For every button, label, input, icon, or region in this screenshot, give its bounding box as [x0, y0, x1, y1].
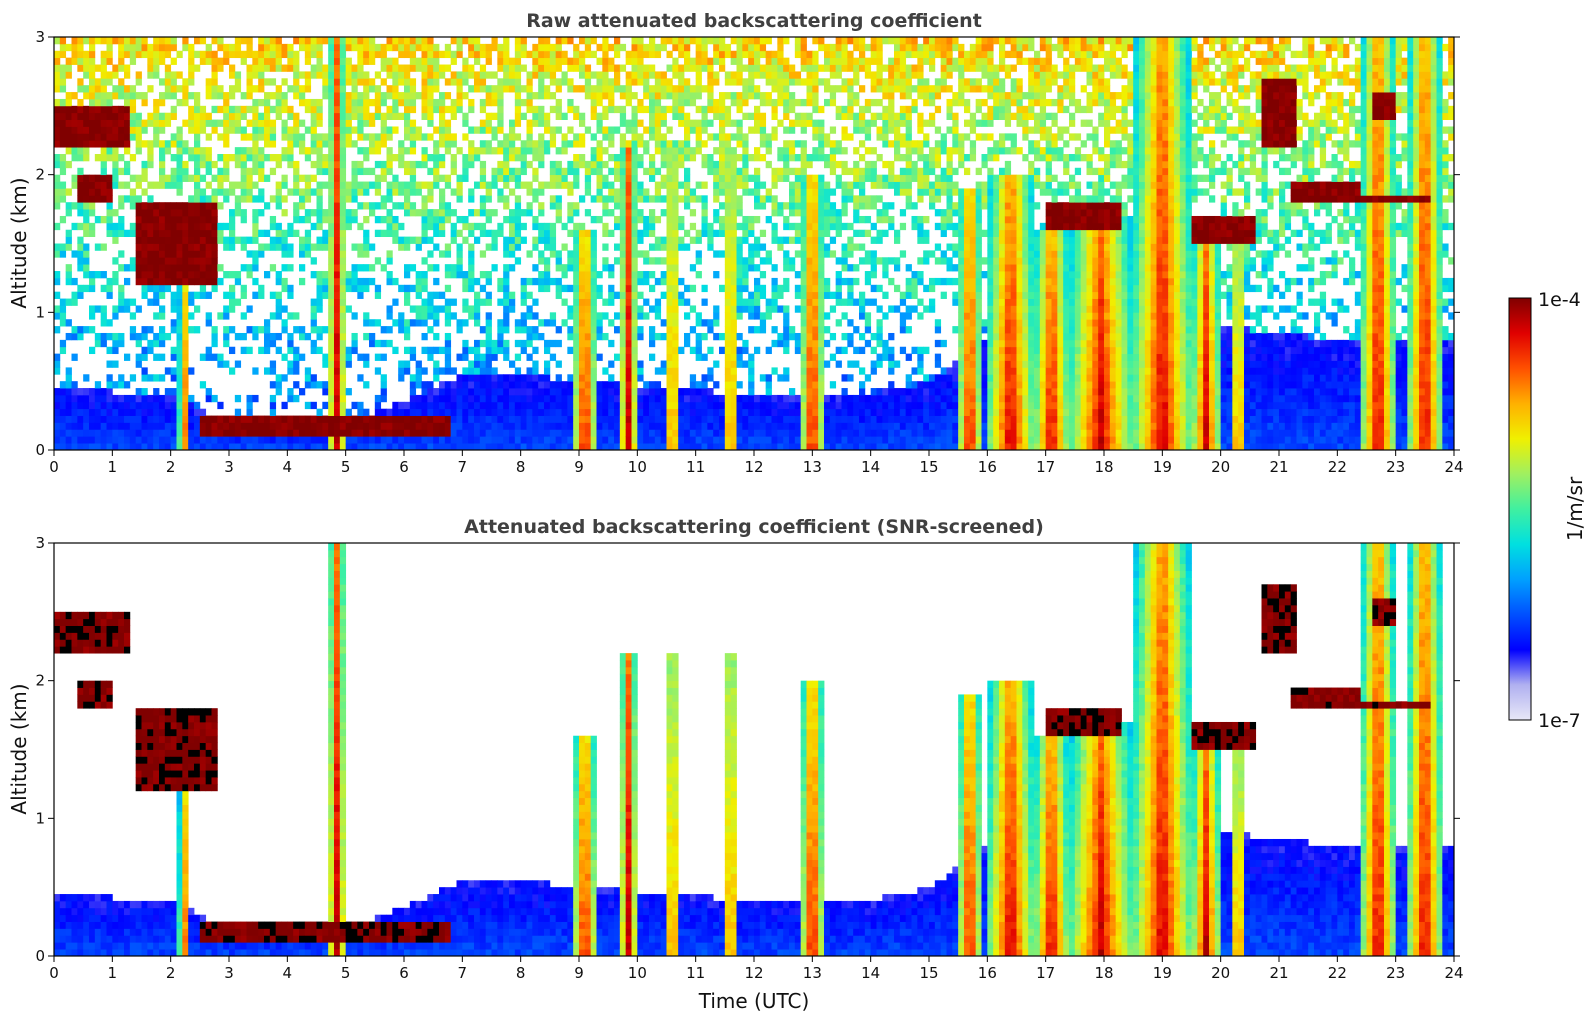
panel-raw: Raw attenuated backscattering coefficien… [7, 10, 1464, 476]
x-tick-label: 0 [49, 458, 59, 476]
x-tick-label: 3 [224, 458, 234, 476]
x-tick-label: 15 [919, 458, 938, 476]
x-tick-label: 24 [1444, 458, 1463, 476]
x-tick-label: 24 [1444, 964, 1463, 982]
x-tick-label: 4 [283, 458, 293, 476]
x-tick-label: 2 [166, 964, 176, 982]
x-tick-label: 16 [978, 964, 997, 982]
y-tick-label: 3 [35, 534, 45, 552]
y-axis-label-raw: Altitude (km) [7, 177, 31, 308]
x-tick-label: 9 [574, 458, 584, 476]
y-tick-label: 2 [35, 166, 45, 184]
axis-ticks-raw: 0 1 2 3 4 5 6 7 8 9 10 11 12 13 14 15 16 17 18 19 20 21 22 23 24… [35, 28, 1463, 476]
x-tick-label: 16 [978, 458, 997, 476]
x-tick-label: 7 [458, 964, 468, 982]
x-tick-label: 21 [1269, 458, 1288, 476]
x-tick-label: 5 [341, 964, 351, 982]
colorbar-max-label: 1e-4 [1538, 289, 1581, 311]
x-tick-label: 9 [574, 964, 584, 982]
heatmap-raw [54, 37, 1454, 450]
colorbar: 1e-4 1e-7 1/m/sr [1508, 289, 1587, 732]
axis-ticks-screened: 0 1 2 3 4 5 6 7 8 9 10 11 12 13 14 15 16 17 18 19 20 21 22 23 24… [35, 534, 1463, 982]
x-tick-label: 2 [166, 458, 176, 476]
colorbar-gradient [1508, 297, 1532, 721]
y-tick-label: 1 [35, 303, 45, 321]
x-tick-label: 3 [224, 964, 234, 982]
x-tick-label: 22 [1328, 458, 1347, 476]
panel-title-raw: Raw attenuated backscattering coefficien… [526, 10, 982, 32]
x-tick-label: 1 [108, 458, 118, 476]
x-tick-label: 21 [1269, 964, 1288, 982]
x-tick-label: 4 [283, 964, 293, 982]
x-tick-label: 12 [744, 964, 763, 982]
y-tick-label: 0 [35, 947, 45, 965]
colorbar-min-label: 1e-7 [1538, 710, 1581, 732]
x-tick-label: 6 [399, 458, 409, 476]
y-tick-label: 1 [35, 809, 45, 827]
x-tick-label: 6 [399, 964, 409, 982]
x-tick-label: 13 [803, 458, 822, 476]
x-tick-label: 13 [803, 964, 822, 982]
x-tick-label: 11 [686, 964, 705, 982]
x-tick-label: 0 [49, 964, 59, 982]
colorbar-label: 1/m/sr [1563, 476, 1587, 541]
y-tick-label: 2 [35, 672, 45, 690]
x-tick-label: 20 [1211, 964, 1230, 982]
x-tick-label: 1 [108, 964, 118, 982]
x-tick-label: 19 [1153, 458, 1172, 476]
x-tick-label: 17 [1036, 964, 1055, 982]
x-tick-label: 8 [516, 458, 526, 476]
x-axis-label: Time (UTC) [698, 989, 810, 1013]
x-tick-label: 19 [1153, 964, 1172, 982]
x-tick-label: 5 [341, 458, 351, 476]
y-tick-label: 0 [35, 441, 45, 459]
x-tick-label: 10 [628, 458, 647, 476]
panel-title-screened: Attenuated backscattering coefficient (S… [464, 516, 1044, 538]
x-tick-label: 23 [1386, 964, 1405, 982]
x-tick-label: 18 [1094, 458, 1113, 476]
heatmap-screened [54, 543, 1454, 956]
y-tick-label: 3 [35, 28, 45, 46]
x-tick-label: 17 [1036, 458, 1055, 476]
x-tick-label: 14 [861, 458, 880, 476]
x-tick-label: 12 [744, 458, 763, 476]
x-tick-label: 20 [1211, 458, 1230, 476]
x-tick-label: 14 [861, 964, 880, 982]
x-tick-label: 10 [628, 964, 647, 982]
x-tick-label: 15 [919, 964, 938, 982]
panel-screened: Attenuated backscattering coefficient (S… [7, 516, 1464, 1013]
x-tick-label: 23 [1386, 458, 1405, 476]
x-tick-label: 8 [516, 964, 526, 982]
y-axis-label-screened: Altitude (km) [7, 683, 31, 814]
x-tick-label: 18 [1094, 964, 1113, 982]
x-tick-label: 7 [458, 458, 468, 476]
x-tick-label: 11 [686, 458, 705, 476]
x-tick-label: 22 [1328, 964, 1347, 982]
